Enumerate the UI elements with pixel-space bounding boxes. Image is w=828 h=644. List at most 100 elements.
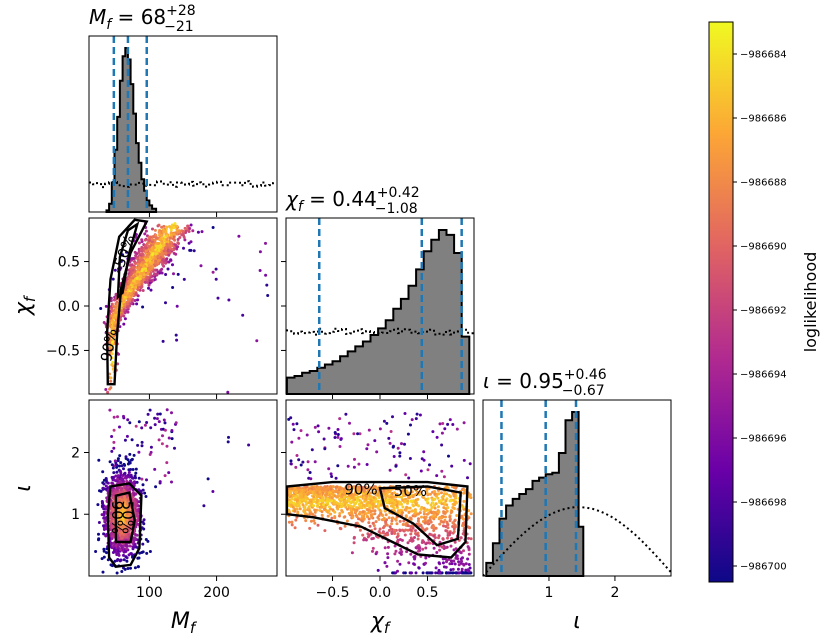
scatter-point [161, 258, 165, 262]
scatter-point [149, 288, 153, 292]
scatter-point [122, 314, 126, 318]
scatter-point [98, 489, 101, 493]
scatter-point [119, 488, 123, 492]
scatter-point [409, 532, 413, 536]
scatter-point [171, 263, 174, 267]
scatter-point [344, 491, 348, 494]
scatter-point [117, 352, 120, 356]
scatter-point [408, 496, 411, 500]
scatter-point [117, 486, 121, 490]
contour-label-90: 90% [108, 501, 126, 534]
scatter-point [174, 421, 178, 425]
scatter-point [297, 496, 301, 500]
x-tick-label: −0.5 [316, 585, 350, 601]
scatter-point [125, 547, 128, 551]
scatter-point [139, 263, 143, 267]
scatter-point [121, 499, 125, 502]
scatter-point [304, 495, 308, 498]
scatter-point [192, 249, 196, 253]
scatter-point [307, 501, 311, 505]
contour-50 [378, 485, 462, 547]
scatter-point [392, 495, 396, 499]
scatter-point [412, 555, 416, 559]
scatter-point [343, 515, 347, 519]
scatter-point [403, 412, 407, 415]
scatter-point [416, 534, 420, 538]
title-2: ι = 0.95+0.46 [483, 367, 607, 393]
scatter-point [113, 268, 117, 272]
title-minus: −0.67 [562, 383, 605, 399]
scatter-point [94, 550, 98, 553]
title-symbol: M [89, 5, 106, 29]
y-axis-label-iota: ι [11, 484, 36, 491]
scatter-point [132, 453, 136, 457]
scatter-point [433, 503, 436, 507]
scatter-point [157, 223, 161, 227]
scatter-point [170, 437, 174, 441]
scatter-point [182, 229, 185, 233]
scatter-point [449, 511, 453, 515]
scatter-point [116, 459, 120, 463]
panel-frame-2-2 [482, 399, 672, 577]
scatter-point [126, 567, 130, 570]
scatter-point [313, 490, 317, 494]
scatter-point [294, 465, 298, 469]
scatter-point [122, 508, 126, 512]
scatter-point [369, 509, 373, 513]
scatter-point [409, 528, 413, 532]
scatter-point [115, 470, 119, 474]
scatter-point [414, 488, 418, 492]
scatter-point [216, 296, 220, 300]
scatter-point [454, 571, 458, 575]
scatter-point [424, 546, 428, 550]
scatter-point [461, 517, 465, 520]
scatter-point [339, 527, 343, 531]
title-median: 0.95 [519, 369, 564, 393]
scatter-point [349, 491, 353, 495]
scatter-point [154, 236, 158, 240]
scatter-point [336, 495, 339, 499]
scatter-point [137, 504, 141, 508]
scatter-point [395, 535, 399, 539]
scatter-point [123, 311, 127, 315]
scatter-point [453, 523, 457, 527]
scatter-point [304, 519, 308, 523]
scatter-point [455, 427, 459, 431]
scatter-point [127, 553, 131, 557]
scatter-point [124, 555, 128, 559]
scatter-point [122, 322, 126, 326]
scatter-point [401, 492, 405, 496]
scatter-point [160, 241, 164, 245]
scatter-point [135, 533, 139, 537]
scatter-point [122, 467, 125, 471]
scatter-point [442, 524, 445, 528]
scatter-point [130, 519, 133, 523]
scatter-point [357, 462, 361, 466]
scatter-point [120, 536, 124, 540]
colorbar-tick-label: −986696 [740, 434, 787, 445]
prior-histogram [482, 506, 672, 577]
scatter-point [401, 523, 405, 526]
scatter-point [409, 423, 412, 427]
scatter-point [291, 422, 295, 426]
scatter-point [154, 244, 158, 248]
scatter-point [416, 537, 420, 541]
scatter-point [166, 267, 170, 271]
scatter-point [440, 571, 444, 575]
scatter-point [349, 504, 352, 508]
scatter-point [333, 436, 337, 439]
scatter-point [258, 269, 262, 272]
scatter-point [361, 503, 365, 507]
scatter-point [126, 525, 130, 529]
scatter-point [439, 519, 443, 523]
scatter-point [352, 535, 356, 539]
scatter-point [137, 450, 141, 454]
scatter-point [446, 422, 450, 426]
scatter-point [437, 492, 441, 496]
scatter-point [127, 529, 131, 533]
scatter-point [133, 262, 137, 265]
scatter-point [446, 506, 450, 510]
scatter-point [125, 479, 129, 483]
scatter-point [366, 488, 370, 491]
scatter-point [116, 546, 120, 549]
